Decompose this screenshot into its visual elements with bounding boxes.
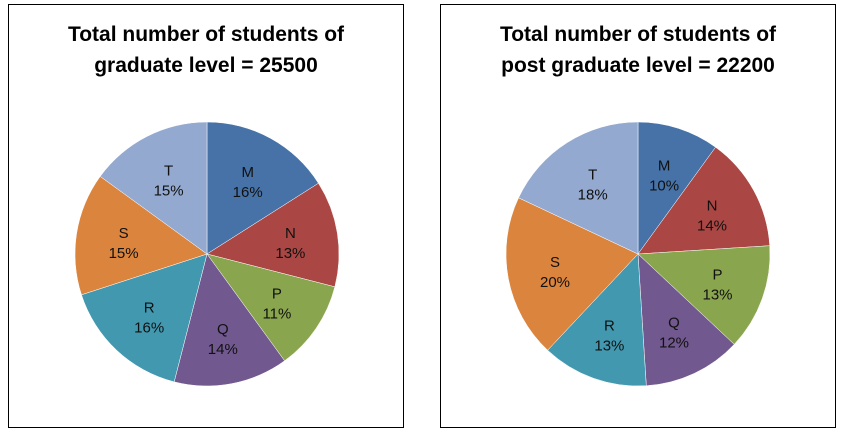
chart-title: Total number of students of graduate lev… xyxy=(19,19,393,81)
slice-percent-label: 16% xyxy=(233,184,263,201)
pie-slice-m xyxy=(637,121,716,255)
slice-percent-label: 12% xyxy=(659,334,689,351)
pie-plot-area: M 10% N 14% P 13% Q 12% R 13% S 20% T 18% xyxy=(505,121,771,387)
pie-slice-r xyxy=(81,253,208,383)
slice-category-label: N xyxy=(285,225,296,242)
pie-slice-n xyxy=(206,182,340,288)
pie-slice-s xyxy=(74,176,208,296)
slice-category-label: Q xyxy=(217,321,229,338)
slice-percent-label: 13% xyxy=(275,245,305,262)
slice-percent-label: 16% xyxy=(134,320,164,337)
slice-category-label: M xyxy=(241,164,254,181)
post-graduate-pie-chart: Total number of students of post graduat… xyxy=(440,4,836,428)
chart-title-line-1: Total number of students of xyxy=(67,23,345,46)
slice-percent-label: 13% xyxy=(702,287,732,304)
slice-percent-label: 14% xyxy=(208,341,238,358)
slice-category-label: T xyxy=(588,167,597,184)
slice-percent-label: 20% xyxy=(540,274,570,291)
slice-category-label: R xyxy=(604,318,615,335)
chart-title-line-2: graduate level = 25500 xyxy=(94,54,318,77)
pie-slice-p xyxy=(637,245,771,345)
pie-slice-r xyxy=(547,253,647,387)
slice-percent-label: 10% xyxy=(649,178,679,195)
pie-slice-t xyxy=(99,121,208,255)
pie-slice-s xyxy=(505,197,639,351)
slice-category-label: Q xyxy=(668,314,680,331)
pie-slice-q xyxy=(173,253,285,387)
chart-title-line-2: post graduate level = 22200 xyxy=(501,54,775,77)
pie-slice-n xyxy=(637,146,771,255)
slice-category-label: P xyxy=(272,286,282,303)
pie-slice-p xyxy=(206,253,336,362)
slice-category-label: M xyxy=(658,158,671,175)
slice-category-label: T xyxy=(164,163,173,180)
graduate-pie-chart: Total number of students of graduate lev… xyxy=(8,4,404,428)
slice-percent-label: 13% xyxy=(594,338,624,355)
slice-category-label: S xyxy=(550,254,560,271)
pie-plot-area: M 16% N 13% P 11% Q 14% R 16% S 15% T 15% xyxy=(74,121,340,387)
slice-category-label: S xyxy=(119,225,129,242)
slice-category-label: R xyxy=(144,300,155,317)
slice-category-label: N xyxy=(707,197,718,214)
slice-percent-label: 11% xyxy=(262,306,291,323)
chart-title-line-1: Total number of students of xyxy=(499,23,777,46)
slice-percent-label: 15% xyxy=(154,183,184,200)
pie-slice-t xyxy=(518,121,639,255)
slice-percent-label: 14% xyxy=(697,217,727,234)
slice-category-label: P xyxy=(712,267,722,284)
chart-title: Total number of students of post graduat… xyxy=(451,19,825,81)
slice-percent-label: 18% xyxy=(578,187,608,204)
slice-percent-label: 15% xyxy=(109,245,139,262)
pie-slice-q xyxy=(637,253,735,387)
pie-slice-m xyxy=(206,121,319,255)
